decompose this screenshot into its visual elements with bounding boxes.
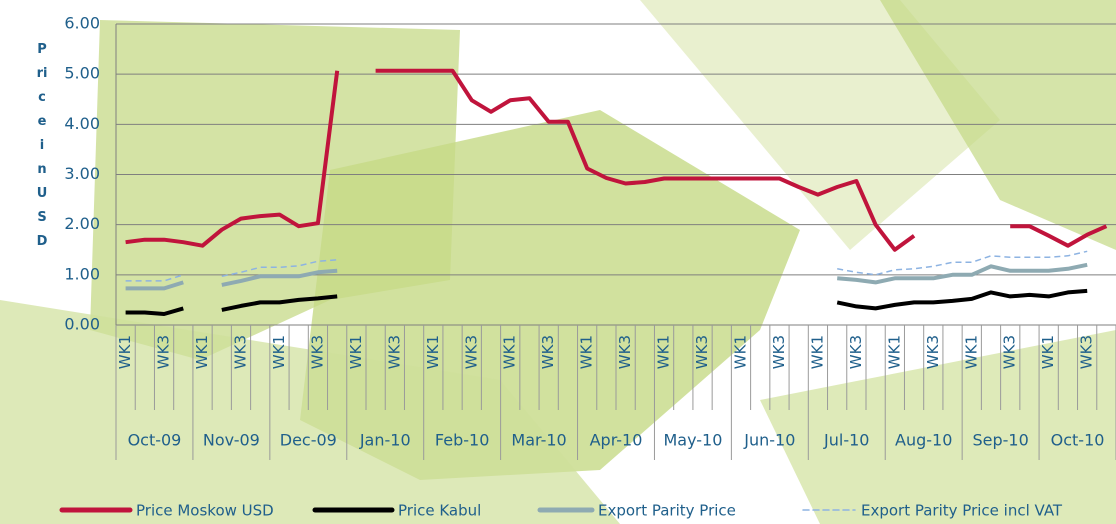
x-tick-label: WK1 bbox=[808, 335, 826, 369]
series-line bbox=[125, 250, 1088, 282]
y-tick-label: 3.00 bbox=[64, 164, 100, 183]
legend-label: Price Kabul bbox=[398, 502, 481, 520]
x-tick-label: WK1 bbox=[655, 335, 673, 369]
x-tick-label: WK1 bbox=[270, 335, 288, 369]
x-tick-label: WK3 bbox=[1001, 335, 1019, 369]
x-tick-label: WK3 bbox=[1078, 335, 1096, 369]
series-line bbox=[125, 68, 1108, 252]
month-label: Oct-10 bbox=[1051, 431, 1105, 450]
legend-label: Export Parity Price bbox=[598, 502, 736, 520]
x-tick-label: WK3 bbox=[539, 335, 557, 369]
y-tick-label: 0.00 bbox=[64, 315, 100, 334]
series-line bbox=[125, 288, 1088, 316]
x-tick-label: WK1 bbox=[347, 335, 365, 369]
x-tick-label: WK3 bbox=[155, 335, 173, 369]
month-label: Nov-09 bbox=[203, 431, 260, 450]
y-tick-label: 4.00 bbox=[64, 114, 100, 133]
x-tick-label: WK1 bbox=[732, 335, 750, 369]
x-tick-label: WK1 bbox=[116, 335, 134, 369]
x-tick-label: WK3 bbox=[462, 335, 480, 369]
x-tick-label: WK1 bbox=[193, 335, 211, 369]
x-tick-label: WK3 bbox=[616, 335, 634, 369]
x-tick-label: WK3 bbox=[847, 335, 865, 369]
month-label: Aug-10 bbox=[895, 431, 952, 450]
x-tick-label: WK1 bbox=[578, 335, 596, 369]
x-tick-label: WK3 bbox=[770, 335, 788, 369]
month-label: Oct-09 bbox=[128, 431, 182, 450]
month-label: May-10 bbox=[663, 431, 722, 450]
x-tick-label: WK3 bbox=[232, 335, 250, 369]
legend-label: Export Parity Price incl VAT bbox=[861, 502, 1063, 520]
y-tick-label: 2.00 bbox=[64, 214, 100, 233]
x-tick-label: WK1 bbox=[962, 335, 980, 369]
month-label: Jul-10 bbox=[823, 431, 869, 450]
y-tick-label: 6.00 bbox=[64, 14, 100, 33]
legend-label: Price Moskow USD bbox=[136, 502, 274, 520]
month-label: Mar-10 bbox=[511, 431, 566, 450]
month-label: Feb-10 bbox=[435, 431, 489, 450]
x-tick-label: WK3 bbox=[693, 335, 711, 369]
month-label: Jan-10 bbox=[359, 431, 411, 450]
x-tick-label: WK3 bbox=[308, 335, 326, 369]
x-tick-label: WK1 bbox=[501, 335, 519, 369]
x-tick-label: WK1 bbox=[424, 335, 442, 369]
x-tick-label: WK1 bbox=[1039, 335, 1057, 369]
month-label: Sep-10 bbox=[972, 431, 1028, 450]
x-tick-label: WK1 bbox=[885, 335, 903, 369]
month-label: Dec-09 bbox=[280, 431, 337, 450]
y-tick-label: 5.00 bbox=[64, 64, 100, 83]
y-axis-label: Price in USD bbox=[36, 42, 48, 249]
series-line bbox=[125, 262, 1088, 291]
month-label: Apr-10 bbox=[590, 431, 643, 450]
x-tick-label: WK3 bbox=[385, 335, 403, 369]
x-tick-label: WK3 bbox=[924, 335, 942, 369]
y-tick-label: 1.00 bbox=[64, 264, 100, 283]
month-label: Jun-10 bbox=[743, 431, 795, 450]
